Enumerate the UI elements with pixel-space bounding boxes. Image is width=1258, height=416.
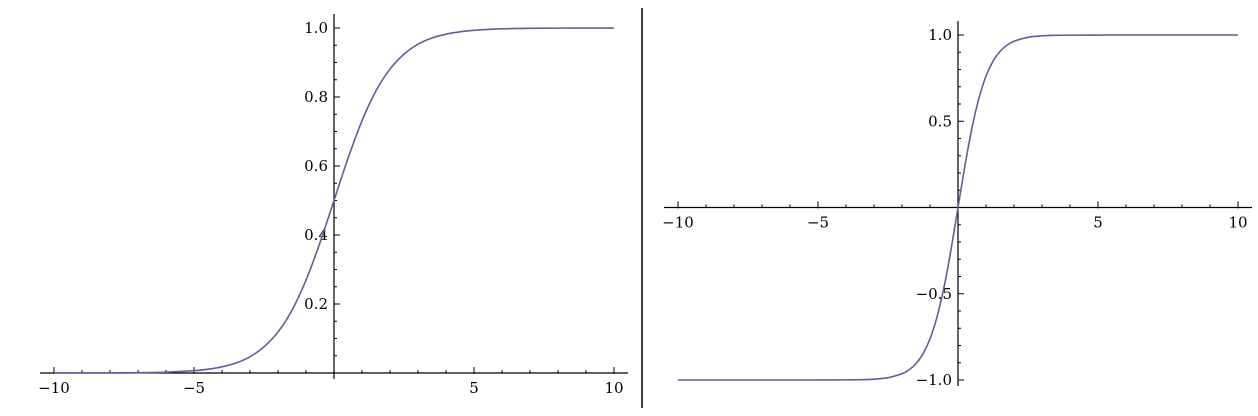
x-tick-label: −10 <box>38 379 70 397</box>
sigmoid-chart: −10 −5 5 10 0.2 0.4 0.6 0.8 1.0 <box>38 14 628 397</box>
x-tick-label: 10 <box>1228 214 1247 232</box>
x-tick-label: 10 <box>604 379 623 397</box>
series-line <box>53 27 615 374</box>
x-tick-label: 5 <box>1093 214 1103 232</box>
x-tick-label: 5 <box>469 379 479 397</box>
y-tick-label: 0.8 <box>304 88 328 106</box>
y-tick-label: −1.0 <box>916 371 952 389</box>
tanh-chart: −10 −5 5 10 −1.0 −0.5 0.5 1.0 <box>662 21 1252 389</box>
y-tick-label: 0.4 <box>304 226 328 244</box>
x-tick-label: −5 <box>807 214 829 232</box>
y-tick-label: 0.2 <box>304 295 328 313</box>
x-tick-label: −10 <box>662 214 694 232</box>
y-tick-label: 1.0 <box>304 19 328 37</box>
x-tick-label: −5 <box>183 379 205 397</box>
y-tick-label: 0.6 <box>304 157 328 175</box>
y-tick-label: 1.0 <box>928 26 952 44</box>
y-tick-label: −0.5 <box>916 285 952 303</box>
y-tick-label: 0.5 <box>928 112 952 130</box>
series-line <box>677 34 1238 381</box>
